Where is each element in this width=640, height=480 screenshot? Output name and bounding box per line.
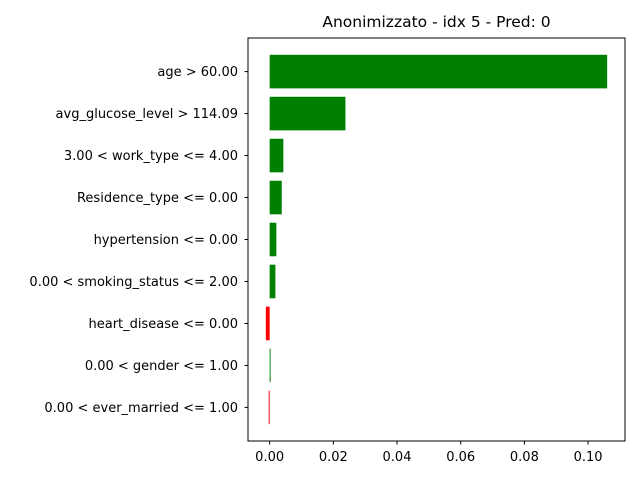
- x-tick-label-0: 0.00: [255, 450, 284, 465]
- x-tick-label-1: 0.02: [319, 450, 348, 465]
- bar-2: [269, 138, 284, 173]
- bar-4: [269, 222, 277, 257]
- bar-1: [269, 96, 346, 131]
- chart-title: Anonimizzato - idx 5 - Pred: 0: [322, 13, 550, 31]
- y-tick-label-6: heart_disease <= 0.00: [88, 317, 238, 332]
- y-tick-label-3: Residence_type <= 0.00: [77, 191, 238, 206]
- x-tick-label-4: 0.08: [510, 450, 539, 465]
- y-tick-label-7: 0.00 < gender <= 1.00: [85, 359, 238, 374]
- y-tick-label-4: hypertension <= 0.00: [94, 233, 238, 248]
- y-tick-label-2: 3.00 < work_type <= 4.00: [64, 149, 238, 164]
- bar-5: [269, 264, 276, 299]
- bar-7: [269, 348, 271, 383]
- bar-3: [269, 180, 282, 215]
- x-tick-label-2: 0.04: [383, 450, 412, 465]
- bar-8: [268, 390, 270, 425]
- x-tick-label-5: 0.10: [574, 450, 603, 465]
- y-tick-label-0: age > 60.00: [157, 65, 238, 80]
- bar-6: [265, 306, 270, 341]
- x-tick-label-3: 0.06: [446, 450, 475, 465]
- bar-0: [269, 54, 608, 89]
- plot-frame: [247, 37, 626, 442]
- y-tick-label-5: 0.00 < smoking_status <= 2.00: [29, 275, 238, 290]
- y-tick-label-1: avg_glucose_level > 114.09: [56, 107, 238, 122]
- y-tick-label-8: 0.00 < ever_married <= 1.00: [44, 401, 238, 416]
